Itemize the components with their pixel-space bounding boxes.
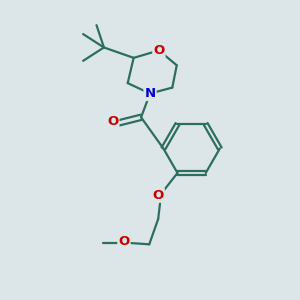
Text: N: N (144, 87, 156, 100)
Text: O: O (153, 44, 164, 57)
Text: O: O (107, 115, 118, 128)
Text: O: O (152, 189, 164, 202)
Text: O: O (118, 235, 130, 248)
